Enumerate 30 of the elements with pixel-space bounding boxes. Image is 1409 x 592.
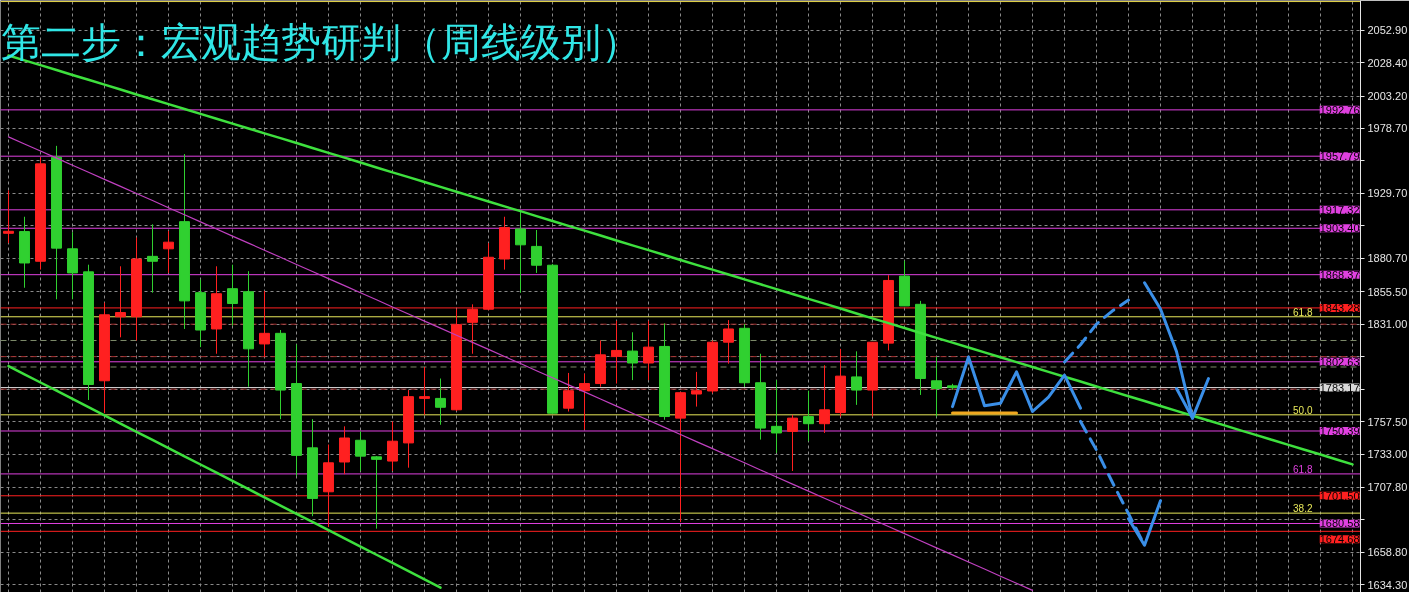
y-tick-label: 1733.00 xyxy=(1367,448,1408,461)
y-tick-label: 1929.70 xyxy=(1367,187,1408,200)
y-tick-label: 1855.50 xyxy=(1367,285,1408,298)
ref-line-label: 1674.68 xyxy=(1319,533,1360,546)
ref-line-label: 1917.32 xyxy=(1319,203,1360,216)
y-tick-label: 1831.00 xyxy=(1367,318,1408,331)
y-tick-label: 1707.80 xyxy=(1367,481,1408,494)
y-tick-label: 2028.40 xyxy=(1367,56,1408,69)
ref-line-label: 1783.17 xyxy=(1319,381,1360,394)
ref-line-label: 1868.37 xyxy=(1319,268,1360,281)
y-tick-label: 1634.30 xyxy=(1367,578,1408,591)
y-tick-label: 1880.70 xyxy=(1367,252,1408,265)
annotation: 50.0 xyxy=(1293,404,1313,416)
ref-line-label: 1992.76 xyxy=(1319,103,1360,116)
ref-line-label: 1957.79 xyxy=(1319,150,1360,163)
y-tick-label: 2003.20 xyxy=(1367,90,1408,103)
ref-line-label: 1680.58 xyxy=(1319,517,1360,530)
annotation: 61.8 xyxy=(1293,306,1313,318)
y-tick-label: 2052.90 xyxy=(1367,24,1408,37)
ref-line-label: 1750.39 xyxy=(1319,425,1360,437)
y-tick-label: 1658.80 xyxy=(1367,546,1408,559)
y-tick-label: 1978.70 xyxy=(1367,122,1408,135)
text: 第二步：宏观趋势研判（周线级别） xyxy=(0,18,641,65)
ref-line-label: 1701.50 xyxy=(1319,489,1360,502)
ref-line-label: 1903.40 xyxy=(1319,222,1360,235)
ref-line-label: 1802.63 xyxy=(1319,355,1360,368)
annotation: 38.2 xyxy=(1293,503,1313,515)
ref-line-label: 1843.28 xyxy=(1319,301,1360,314)
y-tick-label: 1757.50 xyxy=(1367,415,1408,428)
annotation: 61.8 xyxy=(1293,463,1313,475)
